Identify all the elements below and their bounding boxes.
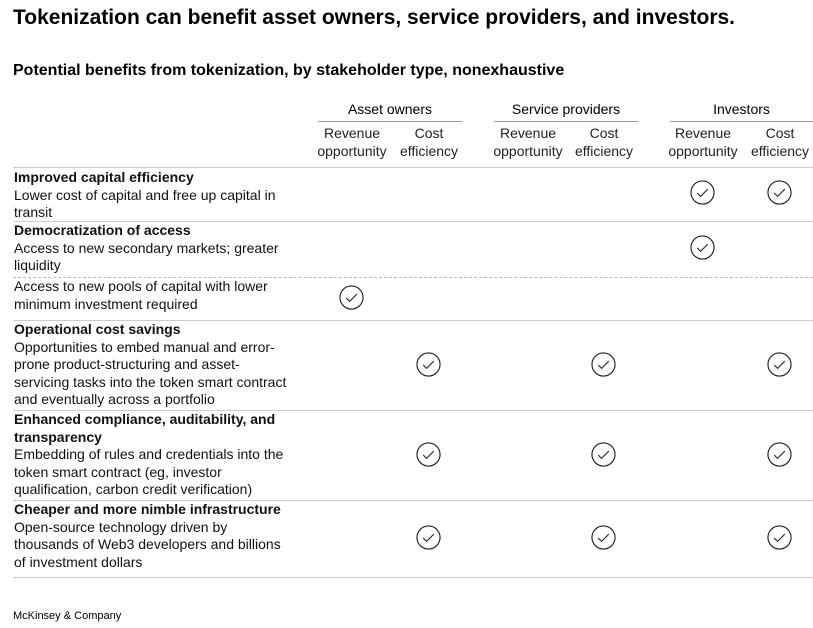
column-header-line1: Cost (414, 125, 444, 141)
row-heading: Democratization of access (14, 222, 191, 238)
exhibit-subtitle: Potential benefits from tokenization, by… (13, 62, 565, 79)
row-divider (13, 577, 813, 578)
group-header-service-providers: Service providers (494, 101, 638, 122)
row-description: Access to new secondary markets; greater… (14, 239, 279, 274)
column-header-line2: efficiency (750, 142, 810, 159)
row-description: Opportunities to embed manual and error-… (14, 338, 287, 408)
row-label: Access to new pools of capital with lowe… (14, 278, 294, 313)
column-header: Cost efficiency (735, 125, 813, 160)
check-circle-icon (416, 525, 441, 550)
check-circle-icon (690, 235, 715, 260)
column-header-line2: efficiency (399, 142, 459, 159)
column-header: Revenue opportunity (307, 125, 397, 160)
row-divider (13, 277, 813, 278)
column-header-line1: Revenue (674, 125, 732, 141)
check-circle-icon (767, 352, 792, 377)
check-circle-icon (416, 352, 441, 377)
column-header-line1: Cost (765, 125, 795, 141)
column-header-line1: Revenue (323, 125, 381, 141)
row-heading: Cheaper and more nimble infrastructure (14, 501, 281, 517)
row-description: Open-source technology driven by thousan… (14, 518, 281, 570)
row-divider (13, 500, 813, 501)
group-header-asset-owners: Asset owners (318, 101, 462, 122)
check-circle-icon (339, 285, 364, 310)
page-title: Tokenization can benefit asset owners, s… (13, 6, 736, 29)
check-circle-icon (690, 180, 715, 205)
column-header-line2: opportunity (493, 142, 563, 159)
column-header: Cost efficiency (559, 125, 649, 160)
column-header-line1: Revenue (499, 125, 557, 141)
check-circle-icon (591, 525, 616, 550)
row-heading: Enhanced compliance, auditability, and t… (14, 411, 276, 445)
row-divider (13, 410, 813, 411)
row-label: Democratization of access Access to new s… (14, 222, 294, 275)
check-circle-icon (591, 442, 616, 467)
row-description: Lower cost of capital and free up capita… (14, 186, 276, 221)
row-description: Access to new pools of capital with lowe… (14, 278, 268, 312)
row-label: Operational cost savings Opportunities to… (14, 321, 294, 409)
group-header-investors: Investors (670, 101, 813, 122)
row-divider (13, 221, 813, 222)
check-circle-icon (591, 352, 616, 377)
row-heading: Operational cost savings (14, 321, 181, 337)
row-label: Cheaper and more nimble infrastructure Op… (14, 501, 294, 571)
column-header-line2: efficiency (574, 142, 634, 159)
row-divider (13, 167, 813, 168)
row-label: Enhanced compliance, auditability, and t… (14, 411, 294, 499)
row-divider (13, 320, 813, 321)
column-header: Cost efficiency (384, 125, 474, 160)
column-header-line2: opportunity (317, 142, 387, 159)
check-circle-icon (767, 180, 792, 205)
footer-brand: McKinsey & Company (13, 610, 122, 622)
check-circle-icon (767, 525, 792, 550)
check-circle-icon (767, 442, 792, 467)
column-header-line2: opportunity (668, 142, 738, 159)
check-circle-icon (416, 442, 441, 467)
column-header: Revenue opportunity (658, 125, 748, 160)
column-header: Revenue opportunity (483, 125, 573, 160)
column-header-line1: Cost (589, 125, 619, 141)
row-description: Embedding of rules and credentials into … (14, 446, 284, 497)
row-label: Improved capital efficiency Lower cost of… (14, 169, 294, 222)
row-heading: Improved capital efficiency (14, 169, 194, 185)
